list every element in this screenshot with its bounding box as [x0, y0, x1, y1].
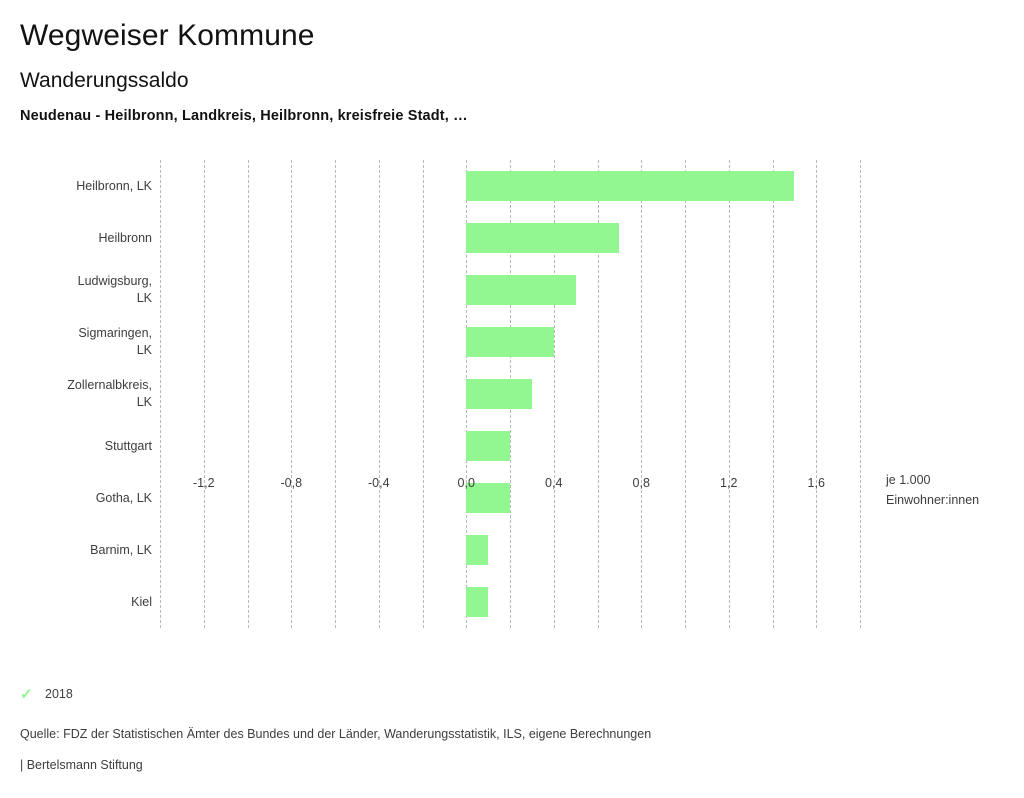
y-axis-tick-label: Ludwigsburg, LK [77, 274, 152, 305]
axis-unit-line-1: je 1.000 [886, 473, 931, 487]
gridline [203, 160, 205, 628]
chart-legend[interactable]: ✓ 2018 [20, 686, 73, 702]
chart-plot-area: Heilbronn, LK Heilbronn Ludwigsburg, LK Sig… [0, 160, 1024, 630]
x-axis-tick-label: 0,4 [545, 476, 563, 490]
gridline [247, 160, 249, 628]
bar[interactable] [466, 431, 510, 461]
bar[interactable] [466, 535, 489, 565]
bar[interactable] [466, 327, 554, 357]
bar[interactable] [466, 171, 795, 201]
y-axis-tick-label: Sigmaringen, LK [78, 326, 152, 357]
x-axis-tick-label: -0,4 [367, 476, 390, 490]
gridline [641, 160, 643, 628]
x-axis-tick-label: -1,2 [192, 476, 215, 490]
bar[interactable] [466, 483, 510, 513]
axis-unit-line-2: Einwohner:innen [886, 493, 980, 507]
y-axis-tick-label: Stuttgart [104, 438, 152, 453]
y-axis-tick-label: Heilbronn [98, 230, 152, 245]
y-axis-tick-label: Barnim, LK [90, 542, 152, 557]
bar[interactable] [466, 587, 489, 617]
y-axis-tick-label: Zollernalbkreis, LK [67, 378, 152, 409]
bar[interactable] [466, 379, 532, 409]
chart-footer: Quelle: FDZ der Statistischen Ämter des … [20, 726, 1000, 773]
legend-item-label: 2018 [45, 687, 73, 701]
y-axis-tick-label: Kiel [131, 594, 152, 609]
axis-unit-note: je 1.000 Einwohner:innen [886, 470, 1016, 510]
page-title: Wegweiser Kommune [20, 19, 315, 52]
bar[interactable] [466, 223, 620, 253]
y-axis-tick-label: Gotha, LK [95, 490, 152, 505]
gridline [597, 160, 599, 628]
check-icon: ✓ [20, 685, 33, 703]
x-axis-labels: -1,2 -0,8 -0,4 0,0 0,4 0,8 1,2 1,6 [160, 474, 860, 504]
gridline [160, 160, 161, 628]
gridline [291, 160, 293, 628]
gridline [816, 160, 818, 628]
x-axis-tick-label: -0,8 [280, 476, 303, 490]
plot-panel [160, 160, 861, 628]
publisher-note: | Bertelsmann Stiftung [20, 758, 143, 772]
gridline [335, 160, 336, 628]
gridline [728, 160, 730, 628]
bar[interactable] [466, 275, 576, 305]
y-axis-labels: Heilbronn, LK Heilbronn Ludwigsburg, LK Sig… [0, 160, 152, 628]
gridline [772, 160, 774, 628]
source-note: Quelle: FDZ der Statistischen Ämter des … [20, 727, 652, 741]
chart-subtitle: Neudenau - Heilbronn, Landkreis, Heilbro… [20, 108, 468, 124]
x-axis-tick-label: 1,2 [720, 476, 738, 490]
gridline [553, 160, 555, 628]
x-axis-tick-label: 0,0 [457, 476, 475, 490]
x-axis-tick-label: 1,6 [807, 476, 825, 490]
chart-title: Wanderungssaldo [20, 69, 189, 92]
gridline [378, 160, 380, 628]
gridline [860, 160, 861, 628]
gridline [685, 160, 686, 628]
y-axis-tick-label: Heilbronn, LK [76, 178, 152, 193]
chart-header: Wegweiser Kommune Wanderungssaldo Neuden… [20, 16, 1000, 126]
x-axis-tick-label: 0,8 [632, 476, 650, 490]
gridline [422, 160, 424, 628]
